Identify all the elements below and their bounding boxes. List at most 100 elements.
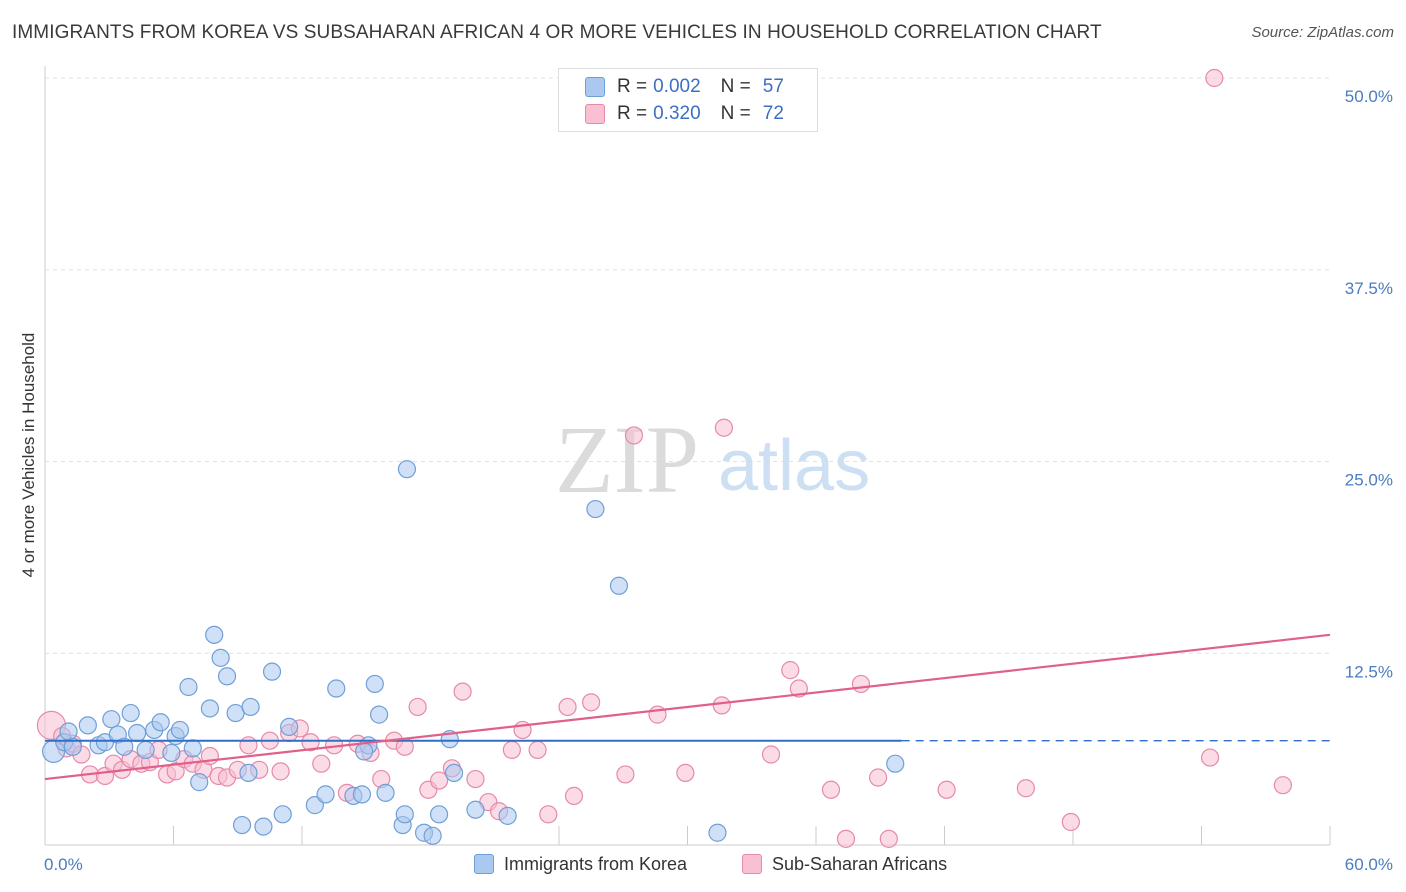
watermark-zip: ZIP	[555, 406, 699, 513]
y-tick-label: 12.5%	[1345, 662, 1393, 681]
korea-point	[241, 697, 260, 717]
korea-point	[498, 806, 517, 825]
watermark-atlas: atlas	[718, 426, 870, 506]
korea-point	[352, 785, 372, 804]
legend-n-label: N =	[720, 103, 751, 124]
korea-point	[423, 826, 442, 845]
bottom-legend-label-ssa: Sub-Saharan Africans	[772, 853, 948, 874]
korea-point	[162, 743, 181, 763]
korea-point	[121, 703, 140, 723]
korea-point	[586, 499, 605, 519]
legend-r-label: R =	[617, 103, 648, 124]
ssa-point	[301, 733, 320, 752]
korea-point	[63, 737, 82, 756]
watermark: ZIP atlas	[555, 406, 870, 513]
ssa-point	[408, 697, 427, 717]
ssa-point	[714, 418, 734, 437]
bottom-legend-korea: Immigrants from Korea	[474, 852, 687, 876]
korea-point	[190, 773, 209, 792]
y-tick-label: 50.0%	[1345, 87, 1393, 106]
legend-row-ssa: R = 0.320 N = 72	[585, 101, 784, 127]
korea-point	[609, 576, 629, 595]
korea-point	[179, 677, 198, 697]
korea-point	[200, 699, 220, 718]
ssa-point	[539, 805, 558, 824]
legend-row-korea: R = 0.002 N = 57	[585, 74, 784, 100]
legend: R = 0.002 N = 57 R = 0.320 N = 72	[558, 68, 818, 132]
ssa-point	[1205, 68, 1224, 88]
ssa-point	[761, 745, 781, 764]
tick-labels: 12.5% 25.0% 37.5% 50.0% 0.0% 60.0%	[44, 87, 1393, 874]
korea-point	[429, 805, 449, 824]
korea-point	[170, 720, 190, 740]
korea-point	[708, 823, 727, 842]
korea-point	[115, 737, 134, 756]
ssa-point	[312, 754, 331, 773]
x-tick-label: 0.0%	[44, 855, 83, 874]
korea-points	[41, 460, 905, 845]
ssa-point	[466, 769, 485, 789]
korea-point	[886, 754, 905, 773]
chart-source: Source: ZipAtlas.com	[1251, 24, 1394, 41]
y-tick-label: 37.5%	[1345, 279, 1393, 298]
korea-point	[59, 722, 78, 741]
korea-point	[205, 625, 224, 644]
korea-point	[239, 763, 258, 783]
korea-point	[280, 717, 299, 736]
korea-point	[183, 739, 202, 758]
legend-r-label: R =	[617, 76, 648, 97]
legend-swatch-ssa	[585, 104, 605, 124]
ssa-point	[1273, 776, 1292, 795]
ssa-point	[789, 679, 808, 698]
korea-point	[376, 783, 395, 802]
korea-point	[273, 805, 292, 824]
legend-n-value: 57	[762, 76, 784, 97]
ssa-point	[616, 765, 635, 784]
korea-point	[102, 710, 121, 729]
ssa-point	[166, 762, 185, 781]
ssa-point	[582, 693, 601, 712]
bottom-legend-label-korea: Immigrants from Korea	[504, 853, 688, 874]
korea-point	[466, 800, 485, 819]
ssa-point	[851, 674, 871, 694]
ssa-point	[676, 763, 695, 783]
legend-n-label: N =	[720, 76, 751, 97]
chart-title: IMMIGRANTS FROM KOREA VS SUBSAHARAN AFRI…	[12, 22, 1102, 43]
grid-lines	[45, 77, 1330, 654]
korea-point	[305, 796, 324, 815]
ssa-point	[528, 740, 547, 759]
korea-point	[127, 723, 147, 743]
ssa-point	[1061, 812, 1080, 832]
bottom-legend-swatch-ssa	[742, 854, 762, 874]
x-tick-label: 60.0%	[1345, 855, 1393, 874]
legend-r-value: 0.002	[653, 76, 701, 97]
korea-point	[316, 785, 335, 804]
ssa-trend-line	[44, 633, 1331, 781]
y-axis-label: 4 or more Vehicles in Household	[19, 333, 38, 578]
korea-point	[444, 763, 464, 783]
legend-swatch-korea	[585, 77, 605, 97]
legend-n-value: 72	[762, 103, 784, 124]
ssa-point	[271, 762, 290, 781]
ssa-point	[453, 682, 472, 701]
ssa-point	[712, 696, 731, 715]
korea-point	[254, 817, 273, 836]
ssa-point	[1016, 779, 1035, 798]
legend-r-value: 0.320	[653, 103, 701, 124]
korea-point	[365, 674, 384, 694]
ssa-point	[624, 426, 644, 445]
ssa-point	[429, 771, 449, 790]
korea-point	[395, 805, 414, 824]
ssa-point	[781, 661, 800, 680]
ssa-point	[1200, 748, 1220, 767]
korea-point	[370, 705, 389, 724]
korea-point	[217, 667, 237, 686]
ssa-point	[821, 780, 841, 799]
korea-point	[232, 815, 252, 835]
bottom-legend-swatch-korea	[474, 854, 494, 874]
korea-point	[211, 648, 230, 667]
ssa-point	[869, 768, 888, 787]
ssa-point	[564, 786, 584, 806]
korea-point	[327, 679, 346, 698]
korea-point	[78, 716, 97, 735]
